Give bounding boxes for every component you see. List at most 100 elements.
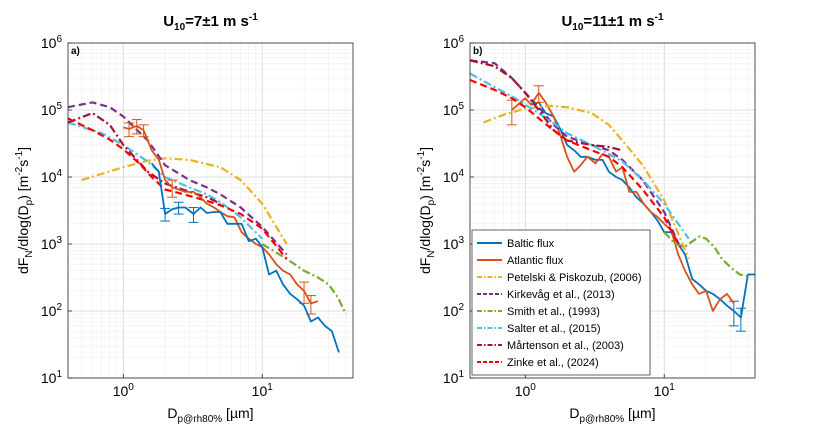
- series-line: [511, 92, 735, 312]
- tick-exponent: 6: [458, 34, 464, 45]
- ylabel-part: s: [15, 160, 31, 167]
- series-petelski-piskozub-2006: [81, 157, 288, 245]
- y-tick-label: 105: [41, 101, 63, 118]
- tick-base: 10: [41, 102, 57, 118]
- legend-label: Atlantic flux: [507, 255, 564, 267]
- legend-label: Smith et al., (1993): [507, 306, 600, 318]
- y-tick-label: 104: [443, 168, 465, 185]
- y-tick-label: 101: [443, 369, 465, 386]
- series-line: [81, 157, 288, 245]
- ylabel-part: dF: [417, 258, 433, 274]
- title-superscript: -1: [249, 12, 258, 23]
- tick-base: 10: [443, 303, 459, 319]
- legend-item: Smith et al., (1993): [477, 306, 600, 318]
- y-tick-label: 105: [443, 101, 465, 118]
- x-tick-label: 101: [654, 382, 676, 399]
- ylabel-subscript: N: [24, 250, 35, 257]
- tick-exponent: 1: [56, 369, 62, 380]
- grid: [67, 42, 353, 379]
- y-tick-label: 103: [443, 235, 465, 252]
- legend-item: Mårtenson et al., (2003): [477, 340, 624, 352]
- series-line: [68, 101, 288, 256]
- title-subscript: 10: [572, 22, 584, 33]
- y-tick-label: 106: [41, 34, 63, 51]
- tick-exponent: 1: [458, 369, 464, 380]
- tick-base: 10: [41, 236, 57, 252]
- series-baltic-flux: [151, 162, 340, 353]
- legend-label: Zinke et al., (2024): [507, 357, 599, 369]
- xlabel-part: D: [569, 405, 579, 421]
- tick-base: 10: [41, 35, 57, 51]
- tick-base: 10: [443, 35, 459, 51]
- tick-base: 10: [443, 102, 459, 118]
- ylabel-superscript: -2: [14, 166, 25, 175]
- series-line: [470, 78, 682, 248]
- series-line: [470, 59, 682, 248]
- panel-label: b): [473, 46, 482, 57]
- ylabel-subscript: N: [426, 250, 437, 257]
- x-axis-label: Dp@rh80% [µm]: [569, 405, 655, 425]
- tick-exponent: 3: [56, 235, 62, 246]
- axes-box: [469, 42, 756, 379]
- x-tick-label: 101: [252, 382, 274, 399]
- xlabel-subscript: p@rh80%: [178, 414, 223, 425]
- tick-exponent: 0: [128, 382, 134, 393]
- legend-item: Petelski & Piskozub, (2006): [477, 272, 642, 284]
- legend-label: Kirkevåg et al., (2013): [507, 289, 615, 301]
- series-group: [68, 101, 347, 353]
- panel-title: U10=11±1 m s-1: [561, 12, 664, 33]
- tick-exponent: 2: [458, 302, 464, 313]
- legend-label: Baltic flux: [507, 238, 555, 250]
- title-rest: =7±1 m s: [185, 13, 249, 30]
- series-zinke-et-al-2024: [68, 117, 288, 260]
- ylabel-part: dF: [15, 258, 31, 274]
- tick-exponent: 1: [267, 382, 273, 393]
- legend-label: Petelski & Piskozub, (2006): [507, 272, 642, 284]
- panel-label: a): [71, 46, 80, 57]
- legend-box: [471, 229, 651, 376]
- legend-label: Mårtenson et al., (2003): [507, 340, 624, 352]
- legend: Baltic flux Atlantic flux Petelski & Pisko…: [471, 229, 651, 376]
- title-base: U: [561, 13, 572, 30]
- ylabel-superscript: -1: [14, 150, 25, 159]
- tick-exponent: 2: [56, 302, 62, 313]
- x-tick-label: 100: [515, 382, 537, 399]
- ylabel-part: ]: [417, 147, 433, 151]
- tick-exponent: 0: [530, 382, 536, 393]
- series-salter-et-al-2015: [470, 72, 690, 240]
- tick-base: 10: [515, 383, 531, 399]
- series-group: [470, 59, 755, 332]
- xlabel-part: [µm]: [222, 405, 253, 421]
- legend-item: Atlantic flux: [477, 255, 564, 267]
- tick-exponent: 1: [669, 382, 675, 393]
- tick-base: 10: [41, 370, 57, 386]
- tick-exponent: 5: [56, 101, 62, 112]
- tick-exponent: 3: [458, 235, 464, 246]
- panel-title: U10=7±1 m s-1: [163, 12, 258, 33]
- y-tick-label: 103: [41, 235, 63, 252]
- plot-area: [68, 43, 353, 378]
- tick-base: 10: [41, 169, 57, 185]
- tick-base: 10: [443, 169, 459, 185]
- ylabel-superscript: -2: [416, 166, 427, 175]
- ylabel-part: ) [m: [417, 176, 433, 200]
- series-line: [68, 117, 288, 260]
- tick-base: 10: [252, 383, 268, 399]
- series-kirkev-g-et-al-2013: [470, 59, 682, 248]
- ylabel-subscript: p: [426, 199, 437, 205]
- y-tick-label: 102: [443, 302, 465, 319]
- title-superscript: -1: [655, 12, 664, 23]
- title-subscript: 10: [174, 22, 186, 33]
- legend-item: Baltic flux: [477, 238, 555, 250]
- series-line: [151, 162, 340, 353]
- tick-exponent: 4: [56, 168, 62, 179]
- xlabel-part: D: [167, 405, 177, 421]
- tick-exponent: 6: [56, 34, 62, 45]
- legend-item: Zinke et al., (2024): [477, 357, 599, 369]
- y-axis-label: dFN/dlog(Dp) [m-2s-1]: [14, 147, 35, 274]
- series-line: [663, 231, 749, 278]
- ylabel-subscript: p: [24, 199, 35, 205]
